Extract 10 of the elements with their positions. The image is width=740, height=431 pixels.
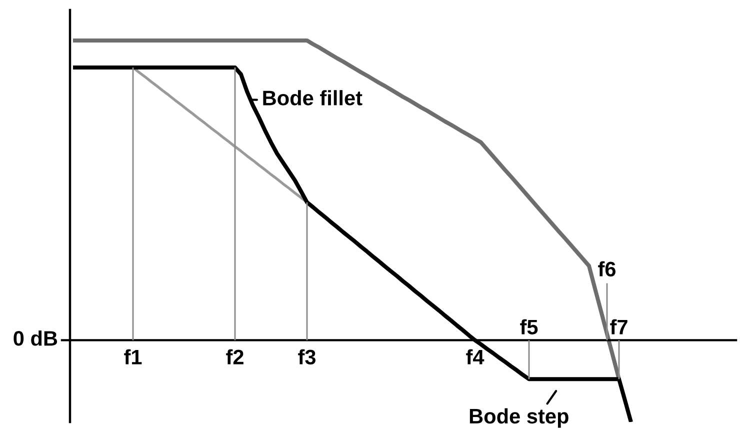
x-tick-label: f4: [466, 349, 484, 364]
x-tick-label: f7: [610, 319, 628, 334]
x-tick-label: f1: [124, 349, 142, 364]
annotation: Bode step: [470, 408, 568, 428]
x-tick-label: f2: [226, 349, 244, 364]
text: 0 dB: [14, 330, 58, 346]
x-tick-label: f6: [598, 261, 616, 276]
x-tick-label: f3: [298, 349, 316, 365]
x-tick-label: f5: [520, 319, 538, 334]
annotation: Bode fillet: [263, 90, 362, 106]
